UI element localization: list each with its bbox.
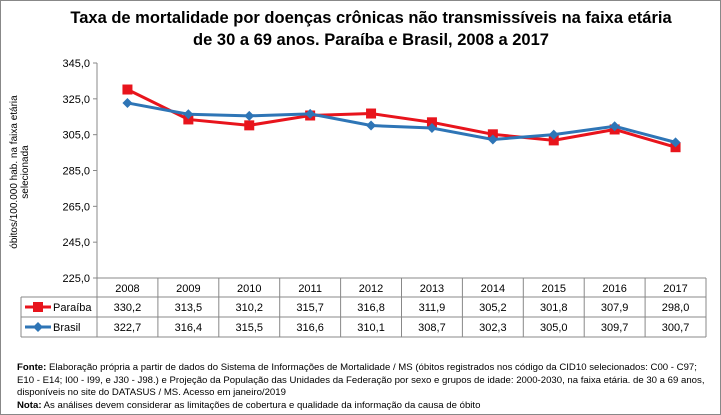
- data-value: 301,8: [540, 302, 568, 314]
- data-point: [670, 137, 681, 148]
- data-point: [426, 123, 437, 134]
- y-tick-label: 285,0: [62, 166, 90, 178]
- y-tick-label: 245,0: [62, 237, 90, 249]
- data-value: 315,5: [235, 322, 263, 334]
- data-value: 310,1: [357, 322, 385, 334]
- data-value: 305,2: [479, 302, 507, 314]
- x-category-label: 2016: [602, 283, 626, 295]
- data-value: 313,5: [175, 302, 203, 314]
- x-category-label: 2013: [420, 283, 444, 295]
- data-point: [366, 120, 377, 131]
- data-value: 316,6: [296, 322, 324, 334]
- data-point: [366, 108, 377, 119]
- data-point: [183, 114, 194, 125]
- data-value: 307,9: [601, 302, 629, 314]
- legend-label-paraíba: Paraíba: [53, 302, 92, 314]
- data-value: 309,7: [601, 322, 629, 334]
- x-category-label: 2009: [176, 283, 200, 295]
- legend-marker: [33, 302, 43, 312]
- data-value: 305,0: [540, 322, 568, 334]
- data-point: [305, 108, 316, 119]
- y-tick-label: 345,0: [62, 58, 90, 70]
- data-value: 316,4: [175, 322, 203, 334]
- data-value: 311,9: [419, 302, 446, 314]
- nota-label: Nota:: [17, 399, 42, 411]
- data-point: [548, 135, 559, 146]
- data-point: [487, 134, 498, 145]
- chart-title: Taxa de mortalidade por doenças crônicas…: [70, 9, 672, 49]
- series-line-paraíba: [126, 88, 676, 149]
- x-category-label: 2017: [663, 283, 687, 295]
- y-tick-label: 305,0: [62, 130, 90, 142]
- data-point: [122, 84, 133, 95]
- legend-marker: [33, 322, 43, 332]
- x-category-label: 2010: [237, 283, 261, 295]
- legend-label-brasil: Brasil: [53, 322, 81, 334]
- data-value: 308,7: [418, 322, 446, 334]
- source-note: Fonte: Elaboração própria a partir de da…: [17, 362, 707, 412]
- series-line-brasil: [127, 101, 676, 144]
- data-point: [183, 109, 194, 120]
- data-value: 302,3: [479, 322, 507, 334]
- data-value: 310,2: [235, 302, 263, 314]
- fonte-text: Elaboração própria a partir de dados do …: [17, 362, 705, 398]
- x-category-label: 2011: [298, 283, 322, 295]
- data-point: [122, 97, 133, 108]
- x-category-label: 2015: [542, 283, 566, 295]
- y-tick-label: 325,0: [62, 94, 90, 106]
- nota-text: As análises devem considerar as limitaçõ…: [41, 399, 481, 411]
- data-value: 300,7: [662, 322, 690, 334]
- x-category-label: 2014: [481, 283, 505, 295]
- data-value: 316,8: [357, 302, 385, 314]
- data-value: 322,7: [114, 322, 142, 334]
- fonte-label: Fonte:: [17, 362, 47, 373]
- data-point: [244, 120, 255, 131]
- data-point: [548, 129, 559, 140]
- data-value: 330,2: [114, 302, 142, 314]
- x-category-label: 2012: [359, 283, 383, 295]
- data-value: 315,7: [296, 302, 324, 314]
- y-tick-label: 225,0: [62, 273, 90, 285]
- data-point: [244, 110, 255, 121]
- data-point: [426, 117, 437, 128]
- x-category-label: 2008: [115, 283, 139, 295]
- data-value: 298,0: [662, 302, 690, 314]
- data-point: [487, 129, 498, 140]
- y-tick-label: 265,0: [62, 201, 90, 213]
- data-point: [609, 121, 620, 132]
